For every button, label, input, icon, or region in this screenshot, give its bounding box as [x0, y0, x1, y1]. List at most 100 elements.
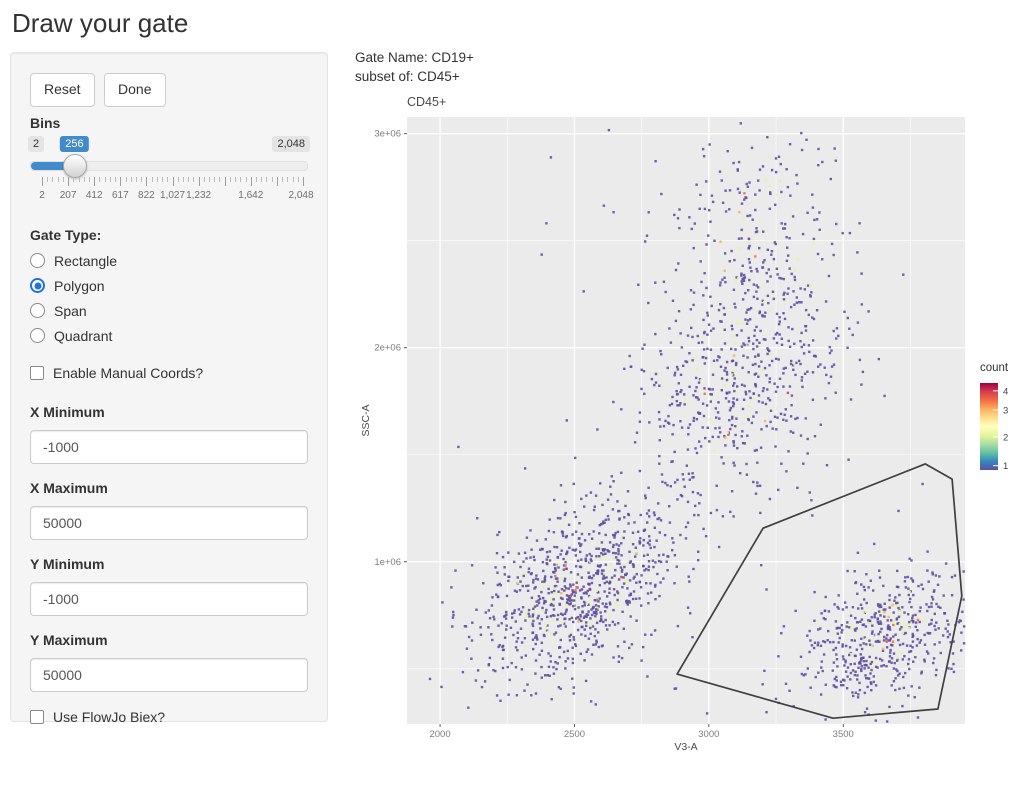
svg-text:1e+06: 1e+06 — [374, 557, 401, 568]
x-minimum-group: X Minimum — [30, 404, 308, 464]
slider-grid-tick — [177, 176, 179, 182]
svg-text:2: 2 — [1003, 432, 1008, 443]
slider-grid-tick — [156, 176, 158, 182]
slider-grid-tick — [240, 176, 242, 182]
slider-grid-tick — [219, 176, 221, 182]
svg-text:2e+06: 2e+06 — [374, 343, 401, 354]
slider-grid-label: 2,048 — [288, 189, 314, 201]
radio-button-icon[interactable] — [30, 303, 45, 319]
slider-grid-tick — [57, 176, 59, 182]
slider-value-badge: 256 — [60, 135, 89, 153]
slider-grid-tick — [130, 176, 132, 182]
scatter-points — [428, 122, 966, 723]
radio-button-icon[interactable] — [30, 278, 45, 294]
slider-grid-tick — [261, 176, 263, 182]
done-button[interactable]: Done — [104, 73, 166, 107]
slider-grid-tick — [42, 176, 43, 186]
slider-grid-label: 1,642 — [238, 189, 264, 201]
slider-grid-tick — [78, 176, 80, 182]
gate-type-option-polygon[interactable]: Polygon — [30, 278, 308, 294]
slider-grid-tick — [120, 176, 122, 186]
svg-text:3e+06: 3e+06 — [374, 129, 401, 140]
y-maximum-group: Y Maximum — [30, 632, 308, 692]
radio-button-icon[interactable] — [30, 328, 45, 344]
slider-grid-tick — [172, 176, 174, 186]
slider-grid: 2 207 412 617 822 1,027 1,232 1,642 2,048 — [39, 176, 314, 205]
slider-grid-tick — [68, 176, 70, 186]
slider-grid-label: 412 — [85, 189, 103, 201]
legend-colorbar — [980, 383, 998, 470]
slider-handle[interactable] — [63, 153, 88, 178]
gate-type-option-label: Polygon — [54, 277, 105, 294]
gate-type-radio-group: Rectangle Polygon Span Quadrant — [30, 253, 308, 344]
subset-of-text: subset of: CD45+ — [355, 69, 460, 84]
slider-grid-tick — [271, 176, 273, 182]
svg-text:2000: 2000 — [429, 729, 450, 740]
radio-button-icon[interactable] — [30, 253, 45, 269]
svg-text:3500: 3500 — [833, 729, 854, 740]
slider-grid-tick — [99, 176, 101, 182]
slider-grid-tick — [256, 176, 258, 182]
count-legend: count 4 3 2 1 — [980, 362, 1009, 472]
reset-button[interactable]: Reset — [30, 73, 95, 107]
gate-type-option-label: Quadrant — [54, 327, 113, 344]
y-minimum-group: Y Minimum — [30, 556, 308, 616]
slider-track[interactable] — [30, 153, 308, 178]
bins-slider[interactable]: 2 256 2,048 2 207 412 617 822 1,027 1,232 1,642… — [28, 135, 314, 205]
slider-grid-tick — [135, 176, 137, 182]
plot-panel[interactable] — [407, 117, 965, 724]
bins-label: Bins — [30, 114, 61, 131]
density-scatter-plot[interactable]: 2000 2500 3000 3500 1e+06 2e+06 3e+06 V3-A SSC-A… — [355, 88, 1023, 768]
svg-text:1: 1 — [1003, 461, 1008, 472]
slider-grid-tick — [214, 176, 216, 182]
slider-grid-tick — [62, 176, 64, 182]
slider-grid-tick — [182, 176, 184, 182]
slider-grid-label: 617 — [111, 189, 129, 201]
slider-grid-tick — [151, 176, 153, 182]
gate-type-option-rectangle[interactable]: Rectangle — [30, 253, 308, 269]
slider-grid-label: 1,232 — [186, 189, 212, 201]
slider-grid-tick — [167, 176, 169, 182]
slider-max-badge: 2,048 — [272, 135, 310, 153]
slider-grid-tick — [245, 176, 247, 182]
x-axis-title: V3-A — [674, 741, 697, 753]
slider-grid-tick — [282, 176, 284, 182]
legend-title: count — [980, 362, 1009, 374]
slider-min-badge: 2 — [28, 135, 45, 153]
slider-grid-tick — [52, 176, 54, 182]
gate-plot-area: Gate Name: CD19+ subset of: CD45+ 2000 25… — [355, 48, 1023, 778]
slider-grid-label: 2 — [39, 189, 45, 201]
slider-grid-tick — [229, 176, 231, 182]
slider-grid-tick — [224, 176, 226, 186]
axes: 2000 2500 3000 3500 1e+06 2e+06 3e+06 V3-A SSC-A… — [360, 95, 854, 753]
slider-grid-tick — [297, 176, 299, 182]
gate-polygon[interactable] — [676, 463, 963, 720]
slider-badges: 2 256 2,048 — [28, 135, 310, 153]
slider-grid-tick — [109, 176, 111, 182]
enable-manual-coords-checkbox[interactable]: Enable Manual Coords? — [30, 365, 308, 381]
x-minimum-input[interactable] — [30, 429, 308, 464]
gate-type-option-label: Span — [54, 302, 87, 319]
slider-fill-bar — [31, 161, 76, 170]
x-maximum-label: X Maximum — [30, 479, 108, 496]
slider-grid-tick — [125, 176, 127, 182]
checkbox-box-icon[interactable] — [30, 709, 44, 724]
gate-type-option-span[interactable]: Span — [30, 303, 308, 319]
svg-text:4: 4 — [1003, 386, 1008, 397]
slider-grid-tick — [146, 176, 148, 186]
gate-type-option-label: Rectangle — [54, 252, 118, 269]
x-minimum-label: X Minimum — [30, 403, 105, 420]
y-maximum-input[interactable] — [30, 657, 308, 692]
gate-type-label: Gate Type: — [30, 226, 102, 243]
slider-grid-tick — [303, 176, 304, 186]
x-maximum-input[interactable] — [30, 505, 308, 540]
slider-grid-tick — [188, 176, 190, 182]
use-flowjo-biex-checkbox[interactable]: Use FlowJo Biex? — [30, 709, 308, 725]
slider-grid-label: 822 — [138, 189, 155, 201]
y-minimum-label: Y Minimum — [30, 555, 105, 572]
gate-type-option-quadrant[interactable]: Quadrant — [30, 328, 308, 344]
y-minimum-input[interactable] — [30, 581, 308, 616]
svg-text:3000: 3000 — [698, 729, 719, 740]
checkbox-box-icon[interactable] — [30, 365, 44, 380]
slider-grid-tick — [47, 176, 49, 182]
